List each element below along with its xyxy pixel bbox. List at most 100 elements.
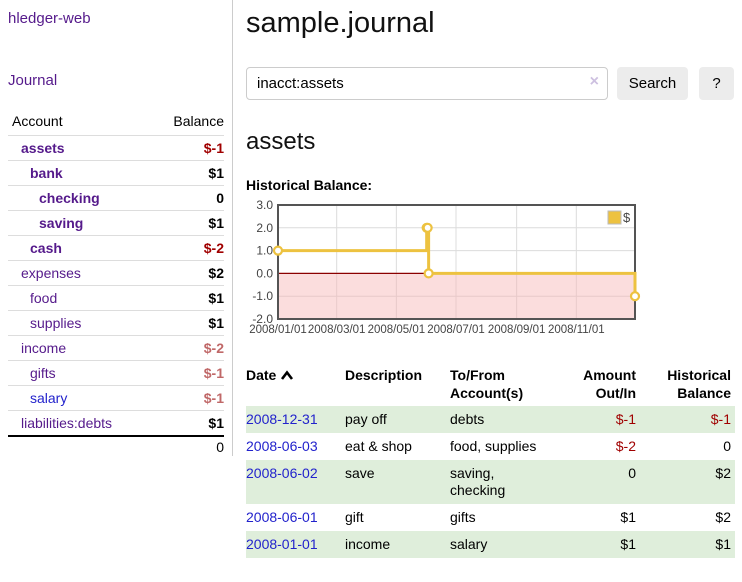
date-link[interactable]: 2008-06-02 xyxy=(246,465,318,481)
account-link[interactable]: liabilities:debts xyxy=(21,415,113,431)
y-tick-label: -2.0 xyxy=(252,312,273,326)
page-title: sample.journal xyxy=(246,7,435,39)
amount-cell: $-1 xyxy=(615,411,636,427)
account-balance: $-1 xyxy=(149,360,224,386)
account-link[interactable]: food xyxy=(30,290,58,306)
account-balance: $2 xyxy=(149,260,224,286)
register-header-balance: Historical Balance xyxy=(667,367,731,401)
legend-label: $ xyxy=(623,210,631,225)
account-link[interactable]: income xyxy=(21,340,67,356)
account-row: cash $-2 xyxy=(8,235,224,261)
account-link[interactable]: expenses xyxy=(21,265,81,281)
account-link[interactable]: saving xyxy=(39,215,84,231)
register-table: Date Description To/From Account(s) Amou… xyxy=(246,364,735,558)
y-tick-label: 3.0 xyxy=(256,200,273,212)
description-cell: pay off xyxy=(345,411,387,427)
balance-cell: $2 xyxy=(715,465,731,481)
x-tick-label: 2008/11/01 xyxy=(548,324,605,336)
chart-title: Historical Balance: xyxy=(246,177,373,193)
account-balance: $-2 xyxy=(149,235,224,261)
date-link[interactable]: 2008-06-03 xyxy=(246,438,318,454)
account-balance: 0 xyxy=(149,185,224,211)
y-tick-label: 1.0 xyxy=(256,244,273,258)
amount-cell: 0 xyxy=(628,465,636,481)
data-point-marker xyxy=(272,245,284,256)
help-button[interactable]: ? xyxy=(699,67,734,100)
account-row: income $-2 xyxy=(8,335,224,361)
accounts-cell: food, supplies xyxy=(450,438,537,454)
amount-cell: $1 xyxy=(620,536,636,552)
x-tick-label: 2008/09/01 xyxy=(488,324,546,336)
amount-cell: $1 xyxy=(620,509,636,525)
register-tbody: 2008-12-31 pay off debts $-1 $-1 2008-06-03 ea… xyxy=(246,406,735,558)
account-link[interactable]: bank xyxy=(30,165,63,181)
account-link[interactable]: assets xyxy=(21,140,65,156)
account-row: assets $-1 xyxy=(8,135,224,161)
register-header-amount: Amount Out/In xyxy=(583,367,636,401)
account-row: supplies $1 xyxy=(8,310,224,336)
account-row: salary $-1 xyxy=(8,385,224,411)
accounts-total-row: 0 xyxy=(8,435,224,459)
account-link[interactable]: salary xyxy=(30,390,68,406)
negative-region xyxy=(278,273,635,319)
date-link[interactable]: 2008-12-31 xyxy=(246,411,318,427)
account-link[interactable]: supplies xyxy=(30,315,82,331)
description-cell: income xyxy=(345,536,391,552)
register-row: 2008-12-31 pay off debts $-1 $-1 xyxy=(246,406,735,433)
account-balance: $1 xyxy=(149,210,224,236)
account-row: expenses $2 xyxy=(8,260,224,286)
account-balance: $-1 xyxy=(149,135,224,161)
x-tick-label: 2008/01/01 xyxy=(249,324,307,336)
account-link[interactable]: cash xyxy=(30,240,62,256)
account-balance: $1 xyxy=(149,310,224,336)
data-point-marker xyxy=(629,291,641,302)
description-cell: save xyxy=(345,465,375,481)
data-point-marker xyxy=(423,268,434,279)
search-form: × Search ? xyxy=(246,67,735,100)
balance-cell: 0 xyxy=(723,438,731,454)
x-tick-label: 2008/07/01 xyxy=(427,324,485,336)
accounts-table: Account Balance assets $-1 bank $1 checking 0… xyxy=(8,110,224,459)
account-link[interactable]: gifts xyxy=(30,365,56,381)
accounts-cell: saving, checking xyxy=(450,465,506,498)
search-button[interactable]: Search xyxy=(617,67,688,100)
accounts-header-balance: Balance xyxy=(149,110,224,136)
search-input[interactable] xyxy=(246,67,608,100)
accounts-cell: debts xyxy=(450,411,485,427)
register-row: 2008-06-01 gift gifts $1 $2 xyxy=(246,504,735,531)
register-header-account: To/From Account(s) xyxy=(450,367,524,401)
accounts-header-account: Account xyxy=(8,110,150,136)
clear-search-icon[interactable]: × xyxy=(589,73,599,90)
amount-cell: $-2 xyxy=(615,438,636,454)
y-tick-label: 2.0 xyxy=(256,221,273,235)
register-header-description: Description xyxy=(345,367,423,383)
description-cell: eat & shop xyxy=(345,438,412,454)
legend-swatch xyxy=(607,210,622,225)
brand-link[interactable]: hledger-web xyxy=(8,10,91,27)
register-header-date[interactable]: Date xyxy=(246,364,345,406)
accounts-tbody: assets $-1 bank $1 checking 0 saving $1 cash $-2 e… xyxy=(8,135,224,459)
balance-cell: $2 xyxy=(715,509,731,525)
accounts-total-value: 0 xyxy=(149,435,224,459)
x-tick-label: 2008/05/01 xyxy=(368,324,426,336)
register-row: 2008-01-01 income salary $1 $1 xyxy=(246,531,735,558)
y-tick-label: -1.0 xyxy=(252,289,273,303)
account-link[interactable]: checking xyxy=(39,190,100,206)
account-row: checking 0 xyxy=(8,185,224,211)
account-balance: $1 xyxy=(149,285,224,311)
account-row: saving $1 xyxy=(8,210,224,236)
account-row: liabilities:debts $1 xyxy=(8,410,224,437)
y-tick-label: 0.0 xyxy=(256,266,273,280)
balance-cell: $1 xyxy=(715,536,731,552)
account-balance: $1 xyxy=(149,160,224,186)
register-row: 2008-06-02 save saving, checking 0 $2 xyxy=(246,460,735,504)
sidebar: hledger-web Journal Account Balance asse… xyxy=(0,0,233,459)
date-link[interactable]: 2008-06-01 xyxy=(246,509,318,525)
accounts-cell: salary xyxy=(450,536,488,552)
sidebar-item-journal[interactable]: Journal xyxy=(8,72,58,89)
account-row: food $1 xyxy=(8,285,224,311)
data-point-marker xyxy=(422,222,433,233)
account-balance: $-2 xyxy=(149,335,224,361)
date-link[interactable]: 2008-01-01 xyxy=(246,536,318,552)
